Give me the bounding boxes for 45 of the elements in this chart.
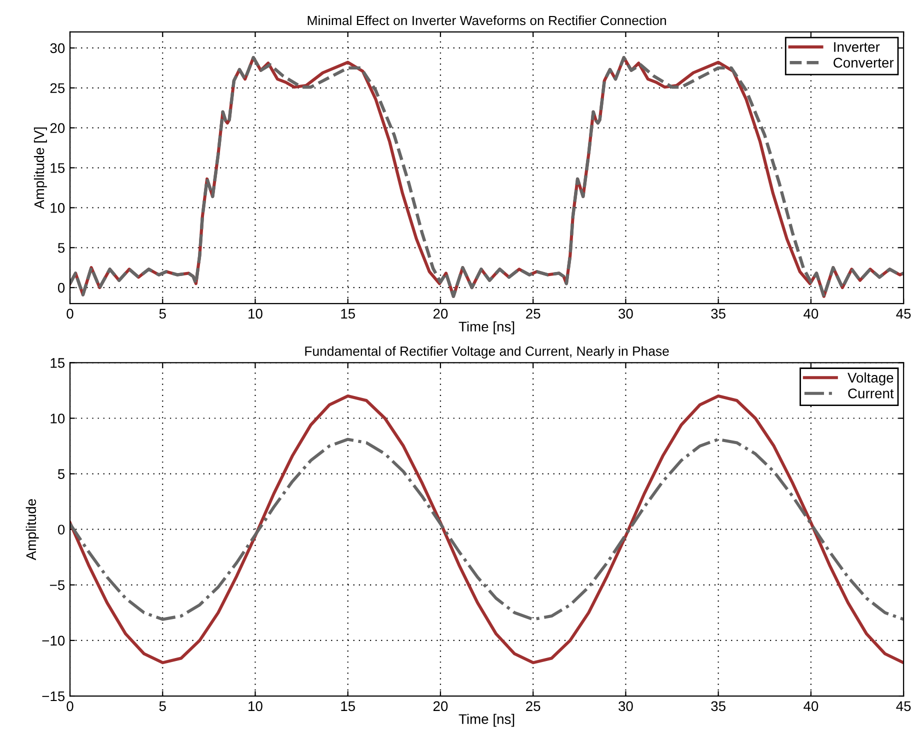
y-tick-label: −10 bbox=[42, 636, 65, 646]
x-tick-label: 10 bbox=[248, 701, 262, 712]
y-tick-label: 5 bbox=[58, 243, 65, 253]
legend-label: Inverter bbox=[834, 42, 880, 52]
x-tick-label: 5 bbox=[159, 701, 166, 712]
y-tick-label: 15 bbox=[50, 163, 65, 173]
y-tick-label: −15 bbox=[42, 691, 65, 702]
y-tick-label: 0 bbox=[58, 524, 65, 535]
x-tick-label: 35 bbox=[711, 308, 726, 319]
y-tick-label: 0 bbox=[58, 282, 65, 293]
y-tick-label: 5 bbox=[58, 469, 65, 479]
x-tick-label: 5 bbox=[159, 308, 166, 319]
x-tick-label: 25 bbox=[526, 308, 540, 319]
x-tick-label: 40 bbox=[804, 701, 818, 712]
y-tick-label: 10 bbox=[50, 414, 65, 424]
x-tick-label: 15 bbox=[341, 308, 355, 319]
x-tick-label: 20 bbox=[433, 308, 448, 319]
x-axis-title: Time [ns] bbox=[458, 321, 514, 334]
x-tick-label: 30 bbox=[618, 701, 633, 712]
y-tick-label: −5 bbox=[50, 580, 65, 590]
x-tick-label: 45 bbox=[896, 308, 911, 319]
x-tick-label: 20 bbox=[433, 701, 448, 712]
x-tick-label: 0 bbox=[66, 308, 74, 319]
x-axis-title: Time [ns] bbox=[458, 714, 514, 727]
y-tick-label: 15 bbox=[50, 358, 65, 368]
y-axis-title: Amplitude [V] bbox=[34, 127, 47, 210]
x-tick-label: 15 bbox=[341, 701, 355, 712]
chart-title: Minimal Effect on Inverter Waveforms on Rectifier Connection bbox=[308, 15, 666, 26]
x-tick-label: 40 bbox=[804, 308, 818, 319]
line-series bbox=[70, 438, 904, 621]
x-tick-label: 25 bbox=[526, 701, 540, 712]
y-tick-label: 25 bbox=[50, 83, 65, 94]
x-tick-label: 0 bbox=[66, 701, 74, 712]
x-tick-label: 30 bbox=[618, 308, 633, 319]
x-tick-label: 10 bbox=[248, 308, 262, 319]
y-tick-label: 10 bbox=[50, 203, 65, 213]
legend-label: Current bbox=[848, 388, 894, 398]
x-tick-label: 45 bbox=[896, 701, 911, 712]
y-axis-title: Amplitude bbox=[26, 499, 39, 560]
y-tick-label: 20 bbox=[50, 123, 65, 134]
legend-label: Converter bbox=[834, 58, 894, 68]
x-tick-label: 35 bbox=[711, 701, 726, 712]
chart-title: Fundamental of Rectifier Voltage and Current, Nearly in Phase bbox=[305, 346, 669, 358]
legend-label: Voltage bbox=[848, 372, 894, 386]
y-tick-label: 30 bbox=[50, 43, 65, 54]
